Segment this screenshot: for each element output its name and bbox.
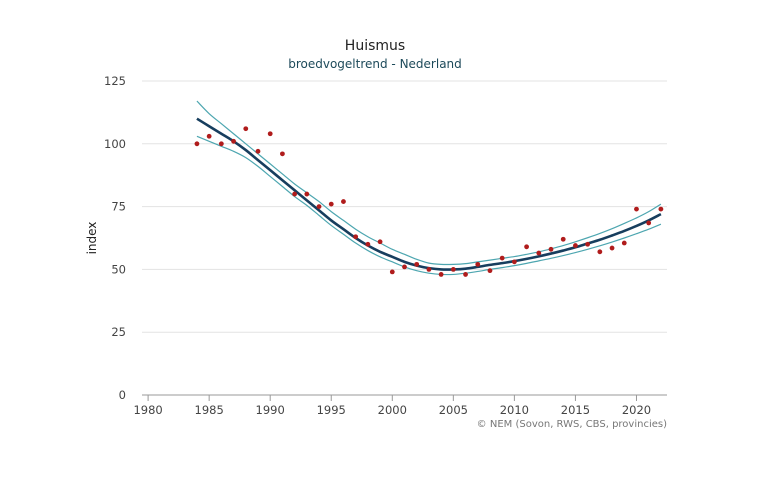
data-point bbox=[389, 269, 395, 275]
data-point bbox=[377, 239, 383, 245]
data-point bbox=[511, 259, 517, 265]
y-axis-ticks: 0 25 50 75 100 125 bbox=[104, 74, 126, 402]
y-tick-label: 125 bbox=[104, 74, 126, 88]
data-point bbox=[463, 272, 468, 277]
y-tick-label: 25 bbox=[111, 325, 126, 339]
data-point bbox=[450, 267, 456, 272]
data-points bbox=[194, 126, 664, 277]
data-point bbox=[646, 220, 652, 226]
data-point bbox=[426, 267, 432, 272]
data-point bbox=[524, 244, 529, 250]
data-point bbox=[548, 246, 554, 252]
x-tick-label: 2020 bbox=[622, 403, 651, 417]
data-point bbox=[341, 199, 346, 204]
trend-line bbox=[196, 117, 662, 271]
data-point bbox=[621, 240, 627, 246]
data-point bbox=[560, 236, 566, 242]
data-point bbox=[658, 206, 664, 212]
series bbox=[196, 100, 662, 276]
data-point bbox=[365, 241, 371, 247]
data-point bbox=[414, 261, 420, 267]
x-tick-label: 1995 bbox=[317, 403, 346, 417]
data-point bbox=[316, 204, 322, 210]
data-point bbox=[573, 243, 578, 248]
data-point bbox=[280, 151, 285, 157]
x-tick-label: 2000 bbox=[378, 403, 407, 417]
y-tick-label: 0 bbox=[119, 388, 126, 402]
y-tick-label: 75 bbox=[111, 200, 126, 214]
y-tick-label: 100 bbox=[104, 137, 126, 151]
data-point bbox=[536, 250, 542, 256]
data-point bbox=[475, 261, 481, 267]
y-tick-label: 50 bbox=[111, 262, 126, 276]
grid-lines bbox=[142, 80, 667, 333]
data-point bbox=[353, 234, 359, 240]
data-point bbox=[438, 272, 444, 277]
chart-subtitle: broedvogeltrend - Nederland bbox=[288, 57, 462, 71]
data-point bbox=[402, 264, 407, 270]
data-point bbox=[597, 249, 603, 255]
x-tick-label: 1985 bbox=[195, 403, 224, 417]
x-axis-ticks: 1980 1985 1990 1995 2000 2005 2010 2015 2020 bbox=[133, 395, 651, 417]
x-tick-label: 2005 bbox=[439, 403, 468, 417]
data-point bbox=[292, 191, 298, 197]
data-point bbox=[255, 148, 261, 154]
data-point bbox=[328, 201, 334, 207]
data-point bbox=[267, 131, 273, 137]
x-tick-label: 1990 bbox=[256, 403, 285, 417]
confidence-lower-line bbox=[196, 135, 662, 276]
data-point bbox=[609, 245, 615, 251]
data-point bbox=[194, 141, 200, 147]
x-tick-label: 2010 bbox=[500, 403, 529, 417]
y-axis-label: index bbox=[85, 222, 99, 255]
data-point bbox=[206, 133, 212, 139]
data-point bbox=[585, 241, 591, 247]
data-point bbox=[304, 191, 310, 197]
data-point bbox=[218, 141, 224, 147]
chart-title: Huismus bbox=[345, 38, 405, 54]
data-point bbox=[499, 255, 505, 261]
data-point bbox=[231, 138, 236, 144]
data-point bbox=[243, 126, 249, 132]
x-tick-label: 1980 bbox=[133, 403, 162, 417]
confidence-upper-line bbox=[196, 100, 662, 266]
x-tick-label: 2015 bbox=[561, 403, 590, 417]
data-point bbox=[487, 268, 493, 274]
data-point bbox=[634, 206, 639, 212]
credit-text: © NEM (Sovon, RWS, CBS, provincies) bbox=[477, 419, 667, 430]
